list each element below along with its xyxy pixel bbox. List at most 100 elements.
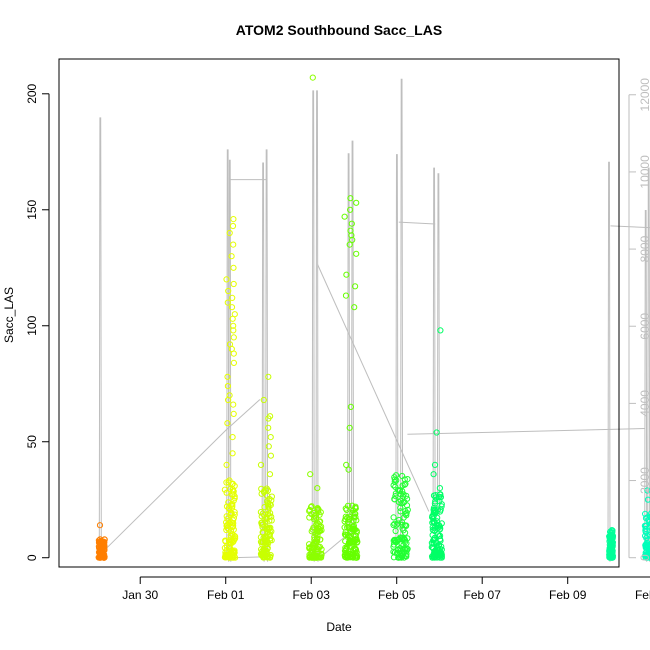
data-point [223, 526, 230, 534]
data-point [352, 503, 359, 510]
right-axis-spike [311, 90, 315, 562]
data-point [438, 520, 445, 527]
data-point [391, 496, 398, 503]
right-axis-spike [351, 140, 354, 539]
data-point [429, 512, 436, 520]
data-point [315, 506, 322, 513]
data-point [230, 280, 237, 288]
data-point [342, 292, 350, 299]
data-point [403, 502, 411, 509]
data-point [390, 482, 397, 489]
data-point [221, 486, 228, 493]
right-axis-spike [436, 173, 440, 516]
right-axis-connector [407, 428, 645, 435]
data-point [346, 241, 353, 248]
data-point [314, 485, 321, 492]
data-point [345, 466, 352, 473]
data-point [648, 520, 650, 526]
data-point [347, 195, 354, 202]
data-point [433, 429, 440, 436]
data-point [391, 478, 398, 485]
data-point [351, 545, 358, 552]
data-point [267, 413, 274, 420]
data-point [344, 553, 351, 560]
data-point [390, 543, 397, 550]
data-point [265, 424, 272, 431]
data-point [226, 341, 234, 348]
right-axis-connector [610, 225, 650, 229]
data-point [346, 424, 353, 431]
data-point [310, 509, 317, 517]
data-point [399, 525, 406, 532]
data-point [228, 304, 236, 311]
data-point [609, 539, 616, 546]
data-point [341, 524, 348, 531]
data-point [267, 452, 274, 459]
data-point [402, 508, 409, 515]
y2-tick-label: 8000 [638, 235, 650, 262]
data-point [265, 373, 272, 380]
data-point [391, 537, 399, 544]
data-point [316, 554, 323, 561]
right-axis-spike [607, 161, 611, 562]
data-point [306, 514, 313, 521]
data-point [397, 497, 404, 504]
data-point [353, 199, 360, 206]
data-point [352, 510, 359, 517]
data-point [609, 551, 616, 558]
data-point [437, 494, 444, 501]
data-point [266, 531, 273, 538]
data-point [228, 550, 235, 557]
data-point [230, 334, 237, 341]
data-point [267, 434, 274, 441]
y2-tick-label: 0 [638, 554, 650, 561]
data-point [308, 554, 315, 561]
plot-frame [58, 58, 620, 568]
data-point [390, 514, 397, 521]
y2-tick-label: 6000 [638, 313, 650, 340]
data-point [437, 327, 444, 334]
data-point [644, 487, 650, 494]
data-point [349, 236, 356, 243]
right-axis-series [98, 78, 650, 562]
data-point [263, 485, 270, 492]
data-point [258, 513, 265, 520]
data-point [403, 509, 410, 516]
x-tick-label: Feb 03 [293, 588, 331, 602]
data-point [228, 253, 235, 260]
data-point [429, 526, 436, 533]
data-point [100, 554, 107, 561]
data-point [230, 497, 237, 504]
right-axis-spike [228, 159, 232, 562]
data-point [229, 450, 236, 457]
right-axis-spike [395, 154, 399, 543]
data-point [349, 502, 356, 509]
data-point [317, 536, 324, 543]
data-point [431, 518, 438, 526]
data-point [309, 74, 316, 81]
y-axis-label: Sacc_LAS [2, 287, 16, 343]
y2-tick-label: 12000 [638, 78, 650, 112]
data-point [432, 508, 439, 515]
data-point [431, 551, 438, 558]
data-point [431, 500, 438, 507]
data-point [400, 514, 407, 521]
right-axis-spike [647, 167, 650, 562]
data-point [317, 518, 324, 525]
data-point [390, 521, 397, 529]
data-point [391, 520, 398, 527]
data-point [95, 554, 102, 561]
data-point [225, 553, 232, 561]
x-tick-label: Feb 01 [207, 588, 245, 602]
data-point [313, 528, 321, 535]
data-point [266, 471, 274, 478]
data-point [316, 543, 324, 551]
data-point [393, 472, 400, 479]
data-point [642, 515, 650, 522]
data-point [606, 548, 613, 555]
data-point [230, 327, 237, 334]
right-axis-spike [98, 117, 102, 555]
data-point [265, 511, 272, 518]
right-axis-spike [644, 210, 648, 562]
data-point [228, 531, 236, 538]
